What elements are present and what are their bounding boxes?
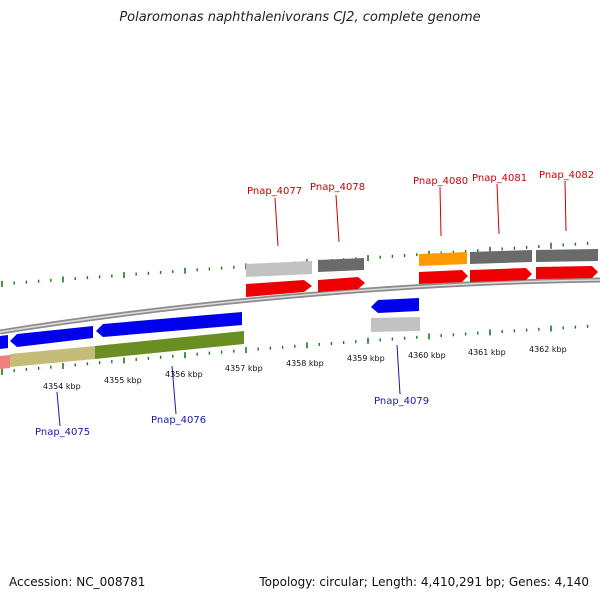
feature-row-upper	[246, 249, 598, 277]
tick-label-4358: 4358 kbp	[286, 359, 324, 368]
connector-pnap-4079	[396, 344, 401, 395]
label-pnap-4078: Pnap_4078	[310, 182, 365, 193]
connector-pnap-4077	[274, 197, 279, 247]
tick-label-4362: 4362 kbp	[529, 345, 567, 354]
tick-label-4360: 4360 kbp	[408, 351, 446, 360]
cds-pnap-4077	[246, 280, 312, 297]
feature-pnap-4081-grey	[470, 250, 532, 264]
tick-label-4356: 4356 kbp	[165, 370, 203, 379]
label-pnap-4079: Pnap_4079	[374, 396, 429, 407]
feature-pnap-4080-orange	[419, 252, 467, 266]
feature-pnap-4076-olive	[95, 331, 244, 359]
tick-marks-inner	[1, 324, 589, 375]
tick-label-4357: 4357 kbp	[225, 364, 263, 373]
cds-pnap-4081	[470, 268, 532, 282]
tick-label-4354: 4354 kbp	[43, 382, 81, 391]
label-connectors	[56, 180, 567, 427]
label-pnap-4081: Pnap_4081	[472, 173, 527, 184]
feature-row-cds-forward	[246, 266, 598, 297]
cds-pnap-4078	[318, 277, 365, 292]
tick-label-4355: 4355 kbp	[104, 376, 142, 385]
feature-pnap-4074-pink	[0, 355, 10, 369]
connector-pnap-4080	[439, 186, 442, 237]
label-pnap-4075: Pnap_4075	[35, 427, 90, 438]
cds-pnap-4080	[419, 270, 468, 284]
genome-info-text: Topology: circular; Length: 4,410,291 bp…	[259, 575, 589, 589]
feature-pnap-4075-olive	[10, 346, 95, 367]
connector-pnap-4082	[564, 180, 567, 232]
feature-row-cds-reverse	[0, 298, 419, 349]
cds-pnap-4076	[96, 312, 242, 337]
feature-pnap-4078-grey	[318, 258, 364, 272]
label-pnap-4076: Pnap_4076	[151, 415, 206, 426]
tick-label-4359: 4359 kbp	[347, 354, 385, 363]
tick-label-4361: 4361 kbp	[468, 348, 506, 357]
feature-pnap-4077-grey	[246, 261, 312, 277]
map-title: Polaromonas naphthalenivorans CJ2, compl…	[119, 10, 481, 25]
feature-pnap-4079-grey	[371, 317, 420, 332]
label-pnap-4077: Pnap_4077	[247, 186, 302, 197]
feature-pnap-4082-grey	[536, 249, 598, 262]
connector-pnap-4075	[56, 391, 61, 427]
connector-pnap-4078	[335, 194, 340, 243]
cds-pnap-4082	[536, 266, 598, 279]
accession-text: Accession: NC_008781	[9, 575, 146, 589]
label-pnap-4080: Pnap_4080	[413, 176, 468, 187]
cds-pnap-4079	[371, 298, 419, 313]
label-pnap-4082: Pnap_4082	[539, 170, 594, 181]
connector-pnap-4076	[171, 365, 177, 415]
cds-pnap-4075	[10, 326, 93, 347]
feature-row-lower	[0, 317, 420, 369]
connector-pnap-4081	[496, 183, 500, 235]
cds-pnap-4074-partial	[0, 335, 8, 349]
